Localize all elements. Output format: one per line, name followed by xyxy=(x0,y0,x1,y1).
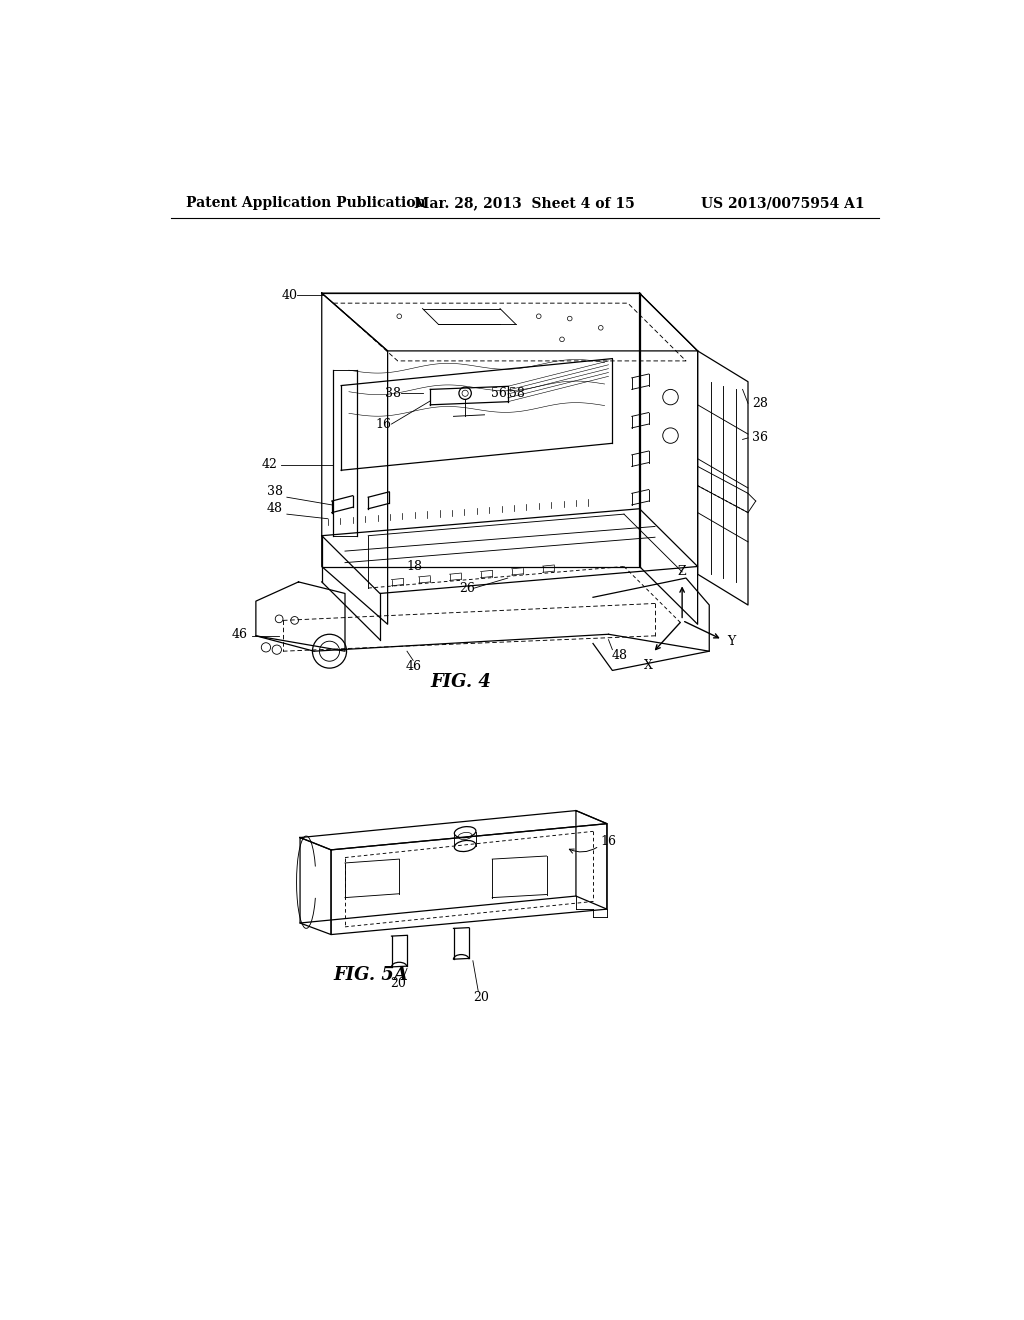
Text: 58: 58 xyxy=(509,387,525,400)
Text: 48: 48 xyxy=(267,502,283,515)
Text: 46: 46 xyxy=(232,628,248,640)
Text: 40: 40 xyxy=(282,289,297,302)
Text: 38: 38 xyxy=(385,387,401,400)
Text: Mar. 28, 2013  Sheet 4 of 15: Mar. 28, 2013 Sheet 4 of 15 xyxy=(415,197,635,210)
Text: 38: 38 xyxy=(267,484,283,498)
Text: 56: 56 xyxy=(490,387,507,400)
Text: FIG. 4: FIG. 4 xyxy=(431,673,492,690)
Text: 18: 18 xyxy=(407,560,423,573)
Text: 16: 16 xyxy=(601,834,616,847)
Text: 48: 48 xyxy=(612,648,628,661)
Text: Z: Z xyxy=(678,565,686,578)
Text: Patent Application Publication: Patent Application Publication xyxy=(186,197,426,210)
Text: 36: 36 xyxy=(752,432,768,445)
Text: FIG. 5A: FIG. 5A xyxy=(334,966,409,983)
Text: 46: 46 xyxy=(406,660,421,673)
Text: 20: 20 xyxy=(390,977,406,990)
Text: 20: 20 xyxy=(473,991,488,1005)
Text: US 2013/0075954 A1: US 2013/0075954 A1 xyxy=(700,197,864,210)
Text: 16: 16 xyxy=(376,417,392,430)
Text: Y: Y xyxy=(727,635,735,648)
Text: 26: 26 xyxy=(459,582,474,594)
Text: 42: 42 xyxy=(262,458,278,471)
Text: X: X xyxy=(644,659,652,672)
Text: 28: 28 xyxy=(752,397,768,409)
